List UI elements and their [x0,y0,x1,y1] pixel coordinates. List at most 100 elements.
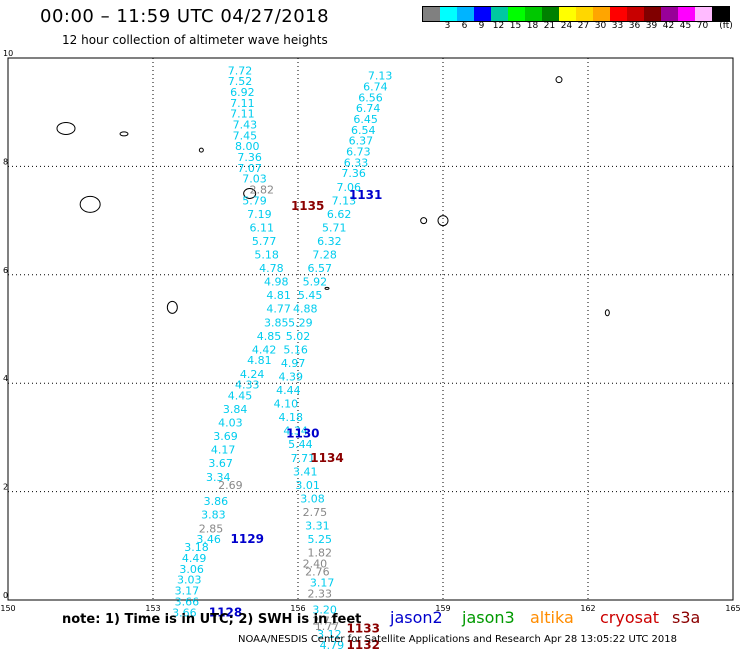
legend-swatch [678,7,695,21]
wave-height-value: 3.18 [184,541,209,554]
wave-height-value: 7.72 [228,64,253,77]
wave-height-value: 3.31 [305,520,330,533]
satellite-label-cryosat: cryosat [600,608,660,627]
wave-height-value: 3.03 [177,574,202,587]
legend-swatch [559,7,576,21]
wave-height-value: 7.52 [228,75,253,88]
island-outline [420,217,428,225]
wave-height-value: 7.28 [312,249,337,262]
wave-height-value: 3.34 [206,471,231,484]
pass-number-label: 1129 [231,532,264,546]
wave-height-value: 3.41 [293,465,318,478]
legend-label: 42 [662,21,675,31]
wave-height-value: 4.81 [247,354,272,367]
lon-tick-label: 153 [145,604,160,613]
wave-height-value: 2.71 [312,614,337,627]
wave-height-value: 7.07 [237,162,262,175]
wave-height-value: 3.12 [317,628,342,641]
wave-height-value: 4.24 [240,368,265,381]
wave-height-value: 7.36 [341,167,366,180]
wave-height-value: 6.74 [356,102,381,115]
legend-swatch [457,7,474,21]
wave-height-value: 3.46 [196,533,221,546]
wave-height-value: 4.78 [259,262,284,275]
island-outline [198,147,204,153]
wave-height-value: 5.25 [308,533,333,546]
wave-height-value: 6.92 [230,86,255,99]
island-outline [79,195,101,213]
wave-height-value: 5.18 [254,249,279,262]
island-outline [166,300,178,314]
legend-label: 24 [560,21,573,31]
wave-height-value: 3.85 [264,316,289,329]
credit-line: NOAA/NESDIS Center for Satellite Applica… [238,634,677,645]
wave-height-value: 3.86 [204,495,229,508]
legend-swatch [644,7,661,21]
wave-height-value: 4.98 [264,276,289,289]
wave-height-value: 2.33 [308,587,333,600]
island-outline [119,131,129,137]
wave-height-value: 3.66 [172,606,197,619]
pass-number-label: 1135 [291,199,324,213]
wave-height-value: 3.67 [208,457,233,470]
wave-height-value: 4.45 [228,389,253,402]
wave-height-value: 5.92 [303,276,328,289]
wave-height-value: 7.06 [337,181,362,194]
wave-height-value: 3.01 [295,479,320,492]
wave-height-value: 6.73 [346,146,371,159]
wave-height-value: 5.16 [283,343,308,356]
legend-label: 36 [628,21,641,31]
legend-swatch [440,7,457,21]
pass-number-label: 1133 [347,622,380,636]
wave-height-value: 3.84 [223,403,248,416]
wave-height-value: 3.06 [179,563,204,576]
legend-unit: (ft) [719,21,733,31]
island-outline [604,309,610,317]
pass-number-label: 1131 [349,188,382,202]
wave-height-value: 5.45 [298,289,323,302]
wave-height-value: 7.36 [237,151,262,164]
legend-swatch [525,7,542,21]
wave-height-value: 4.88 [293,303,318,316]
wave-height-value: 7.45 [233,129,258,142]
legend-label: 6 [461,21,468,31]
lat-tick-label: 10 [3,49,13,58]
island-outline [437,215,449,227]
lon-tick-label: 162 [580,604,595,613]
wave-height-value: 6.57 [308,262,333,275]
legend-swatch [695,7,712,21]
wave-height-value: 2.75 [303,506,328,519]
legend-swatch [712,7,729,21]
wave-height-value: 5.71 [322,221,347,234]
wave-height-value: 5.77 [252,235,277,248]
color-legend [422,6,730,22]
lat-tick-label: 0 [3,591,8,600]
legend-swatch [610,7,627,21]
wave-height-value: 6.45 [353,113,378,126]
wave-height-value: 4.34 [283,425,308,438]
wave-height-value: 5.44 [288,438,313,451]
legend-label: 15 [509,21,522,31]
wave-height-value: 4.97 [281,357,306,370]
wave-height-value: 5.79 [242,194,267,207]
wave-height-value: 6.74 [363,81,388,94]
lon-tick-label: 159 [435,604,450,613]
legend-swatch [576,7,593,21]
island-outline [555,76,563,84]
wave-height-value: 2.40 [303,557,328,570]
satellite-label-jason3: jason3 [462,608,515,627]
pass-number-label: 1132 [347,638,380,650]
wave-height-value: 5.29 [288,316,313,329]
lat-tick-label: 2 [3,483,8,492]
map-title: 00:00 – 11:59 UTC 04/27/2018 [40,6,330,27]
wave-height-value: 3.83 [201,509,226,522]
legend-label: 45 [679,21,692,31]
wave-height-value: 4.85 [257,330,282,343]
wave-height-value: 4.77 [266,303,291,316]
wave-height-value: 4.79 [320,639,345,650]
wave-height-value: 4.49 [182,552,207,565]
legend-label: 70 [696,21,709,31]
wave-height-value: 2.85 [199,522,224,535]
wave-height-value: 6.56 [358,91,383,104]
wave-height-value: 8.00 [235,140,260,153]
